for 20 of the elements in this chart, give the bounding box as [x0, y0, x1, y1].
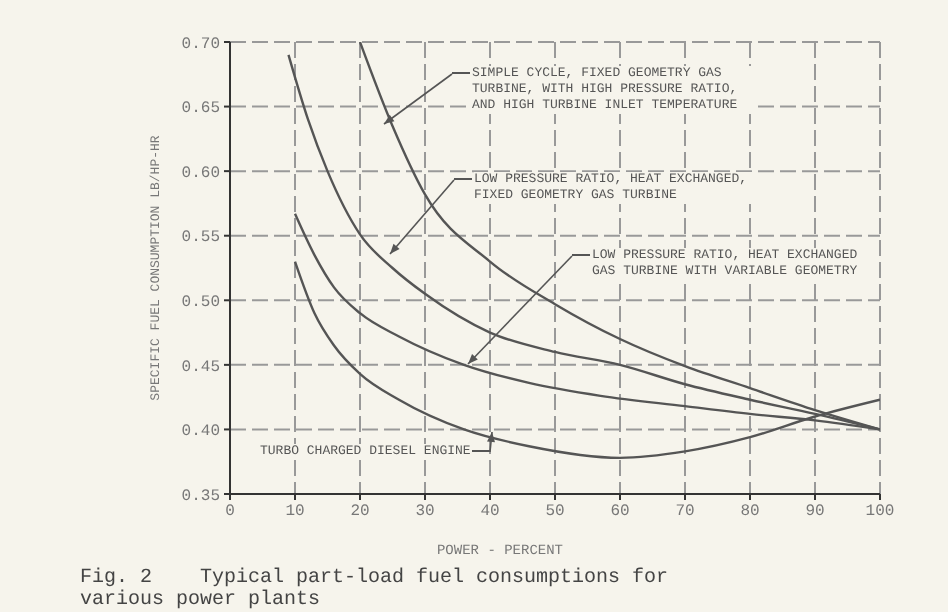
x-tick-label: 100: [865, 503, 895, 522]
y-tick-label: 0.50: [181, 293, 221, 312]
x-tick-label: 60: [610, 503, 630, 522]
x-tick-label: 30: [415, 503, 435, 522]
y-tick-label: 0.65: [181, 100, 221, 119]
y-tick-label: 0.35: [181, 487, 221, 506]
text: Fig. 2 Typical part-load fuel consumptions for various power plants: [80, 568, 671, 612]
x-tick-label: 0: [225, 503, 236, 522]
y-tick-label: 0.40: [181, 423, 221, 442]
x-tick-label: 50: [545, 503, 565, 522]
x-tick-label: 80: [740, 503, 760, 522]
x-tick-label: 20: [350, 503, 370, 522]
y-tick-label: 0.60: [181, 164, 221, 183]
x-tick-label: 70: [675, 503, 695, 522]
y-tick-label: 0.70: [181, 35, 221, 54]
x-tick-label: 10: [285, 503, 305, 522]
y-tick-label: 0.45: [181, 358, 221, 377]
x-tick-label: 40: [480, 503, 500, 522]
x-tick-label: 90: [805, 503, 825, 522]
y-tick-label: 0.55: [181, 229, 221, 248]
